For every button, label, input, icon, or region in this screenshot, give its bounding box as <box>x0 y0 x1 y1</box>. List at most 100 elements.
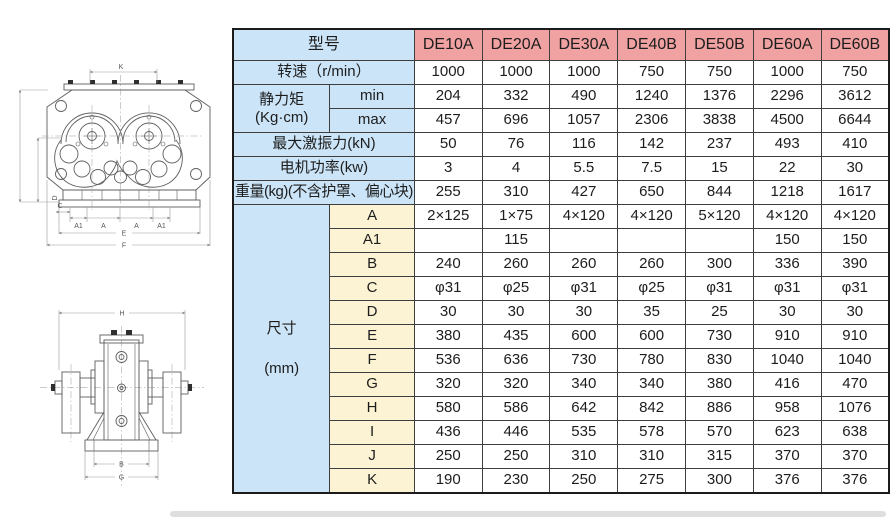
value-cell: 25 <box>685 300 754 325</box>
value-cell: 1×75 <box>481 204 551 229</box>
dim-letter-cell: B <box>329 252 415 277</box>
dim-label-h: H <box>119 311 124 318</box>
value-cell: 600 <box>549 324 619 349</box>
dim-letter-cell: D <box>329 300 415 325</box>
model-column-header: DE60A <box>752 28 822 61</box>
value-cell: 570 <box>685 420 754 445</box>
value-cell: 1000 <box>752 60 822 85</box>
value-cell: 380 <box>413 324 483 349</box>
eccentric-hub-left <box>60 112 124 150</box>
dimension-left-vertical: D <box>18 89 62 203</box>
value-cell: 1076 <box>820 396 890 421</box>
group-label-cell: 静力矩 (Kg·cm) <box>232 84 331 133</box>
value-cell: 638 <box>820 420 890 445</box>
value-cell: 340 <box>617 372 687 397</box>
value-cell: 310 <box>617 444 687 469</box>
value-cell: 470 <box>820 372 890 397</box>
dim-label-a1-right: A1 <box>157 223 166 230</box>
dimension-f: F <box>46 180 211 250</box>
side-view-drawing: H B G <box>40 310 204 486</box>
value-cell: 376 <box>752 468 822 494</box>
value-cell: 30 <box>752 300 822 325</box>
dim-label-c: C <box>57 203 62 210</box>
value-cell: φ31 <box>413 276 483 301</box>
value-cell: 1057 <box>549 108 619 133</box>
value-cell: 30 <box>820 300 890 325</box>
eccentric-hub-right <box>117 112 181 150</box>
value-cell: 580 <box>413 396 483 421</box>
value-cell: 730 <box>549 348 619 373</box>
value-cell: 642 <box>549 396 619 421</box>
dim-label-e: E <box>122 231 127 238</box>
value-cell: φ25 <box>617 276 687 301</box>
value-cell: φ31 <box>752 276 822 301</box>
value-cell: 1000 <box>413 60 483 85</box>
value-cell: 310 <box>481 180 551 205</box>
value-cell: 958 <box>752 396 822 421</box>
value-cell: 320 <box>481 372 551 397</box>
model-column-header: DE10A <box>413 28 483 61</box>
value-cell: φ25 <box>481 276 551 301</box>
dim-label-f: F <box>122 243 126 250</box>
front-view-drawing: K D C A1 A A A1 E <box>18 64 211 250</box>
dim-label-a1-left: A1 <box>74 223 83 230</box>
value-cell: 6644 <box>820 108 890 133</box>
value-cell: 780 <box>617 348 687 373</box>
value-cell: 750 <box>820 60 890 85</box>
dim-letter-cell: min <box>329 84 415 109</box>
centerlines <box>42 75 202 210</box>
value-cell: 30 <box>481 300 551 325</box>
value-cell: 1040 <box>752 348 822 373</box>
value-cell: 536 <box>413 348 483 373</box>
dimension-h: H <box>58 310 186 370</box>
value-cell: 730 <box>685 324 754 349</box>
value-cell: 4500 <box>752 108 822 133</box>
value-cell: 260 <box>617 252 687 277</box>
value-cell: 300 <box>685 252 754 277</box>
value-cell: 910 <box>752 324 822 349</box>
value-cell: 578 <box>617 420 687 445</box>
value-cell: 76 <box>481 132 551 157</box>
value-cell: 842 <box>617 396 687 421</box>
dim-letter-cell: max <box>329 108 415 133</box>
value-cell: 427 <box>549 180 619 205</box>
dim-letter-cell: H <box>329 396 415 421</box>
value-cell: 116 <box>549 132 619 157</box>
value-cell: 380 <box>685 372 754 397</box>
spec-label-cell: 转速（r/min） <box>232 60 415 85</box>
value-cell: 35 <box>617 300 687 325</box>
value-cell: 250 <box>549 468 619 494</box>
value-cell: 4×120 <box>549 204 619 229</box>
dim-label-a-left: A <box>101 223 106 230</box>
value-cell: 336 <box>752 252 822 277</box>
shaft-and-weights <box>51 360 192 434</box>
value-cell: 650 <box>617 180 687 205</box>
value-cell: 446 <box>481 420 551 445</box>
value-cell: 2296 <box>752 84 822 109</box>
value-cell: 115 <box>481 228 551 253</box>
value-cell: 240 <box>413 252 483 277</box>
centerlines <box>40 326 204 486</box>
spec-table: 型号 DE10A DE20A DE30A DE40B DE50B DE60A DE60B 转速（… <box>232 28 890 494</box>
value-cell <box>685 228 754 253</box>
value-cell: 50 <box>413 132 483 157</box>
value-cell: 490 <box>549 84 619 109</box>
value-cell: φ31 <box>685 276 754 301</box>
dimension-b: B <box>93 451 150 469</box>
value-cell: 623 <box>752 420 822 445</box>
dim-letter-cell: G <box>329 372 415 397</box>
value-cell: 416 <box>752 372 822 397</box>
dim-letter-cell: I <box>329 420 415 445</box>
value-cell: 315 <box>685 444 754 469</box>
value-cell: 2306 <box>617 108 687 133</box>
dimension-bottom-row: C A1 A A A1 <box>55 203 171 230</box>
dim-label-k: K <box>119 64 124 71</box>
value-cell: 636 <box>481 348 551 373</box>
value-cell: 230 <box>481 468 551 494</box>
value-cell: 600 <box>617 324 687 349</box>
value-cell: 3 <box>413 156 483 181</box>
model-column-header: DE20A <box>481 28 551 61</box>
housing-outline <box>46 83 211 191</box>
dim-letter-cell: C <box>329 276 415 301</box>
